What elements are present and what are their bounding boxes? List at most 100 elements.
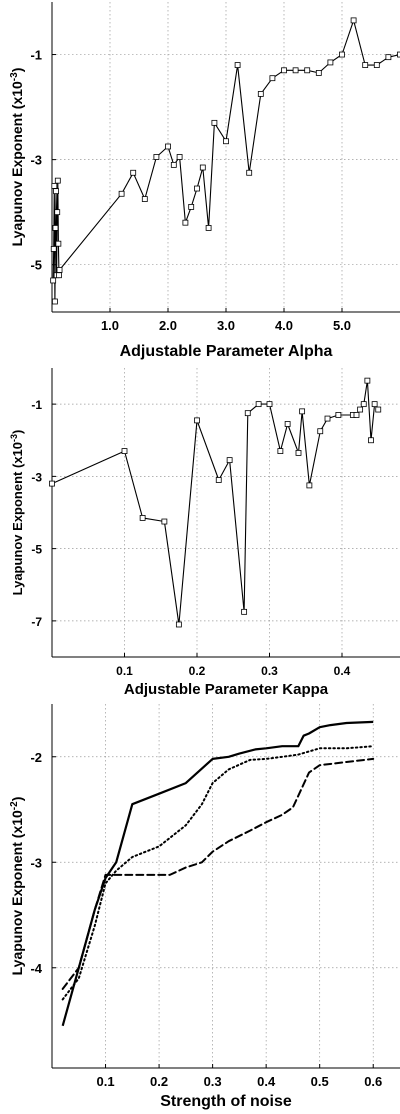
y-axis-label: Lyapunov Exponent (x10-2) [9,797,26,976]
data-point [50,246,57,252]
data-point [52,225,59,231]
y-axis-label-close: ) [9,797,25,802]
data-point [241,608,248,615]
data-point [215,477,222,483]
data-point [244,410,251,417]
x-tick-label: 0.5 [311,1074,329,1089]
data-point [353,412,360,418]
data-point [269,75,276,82]
data-point [56,267,63,273]
y-tick-label: -5 [31,543,42,557]
x-tick-label: 5.0 [333,318,351,333]
data-point [315,70,322,76]
data-point [176,154,183,160]
data-point [55,240,62,247]
x-tick-label: 0.4 [334,664,351,678]
x-axis-label: Adjustable Parameter Alpha [120,343,333,360]
y-tick-label: -5 [30,258,42,273]
data-point [371,401,378,408]
x-tick-label: 1.0 [101,318,119,333]
data-point [175,621,182,628]
data-point [51,182,58,189]
data-point [362,62,369,68]
y-axis-label-exponent: -2 [9,801,20,810]
data-point [50,277,57,284]
x-tick-label: 4.0 [275,318,293,333]
data-point [54,177,61,184]
data-point [56,272,62,279]
y-axis-label-main: Lyapunov Exponent (x10 [9,810,25,975]
data-point [397,51,400,58]
data-point [53,188,59,195]
data-point [255,401,262,408]
y-axis-label-exponent: -3 [9,72,20,81]
data-point [161,518,168,525]
x-axis-label: Strength of noise [160,1093,292,1110]
data-point [54,209,61,216]
data-point [257,91,264,97]
data-point [165,143,171,150]
y-tick-label: -2 [30,750,42,765]
data-point [335,412,342,418]
data-point [284,421,291,427]
data-point [292,67,299,74]
x-tick-label: 0.2 [150,1074,168,1089]
data-point [368,437,374,444]
data-point [52,298,58,305]
data-point [49,480,55,487]
series-line-2 [61,745,375,1001]
data-point [182,219,189,226]
data-point [139,515,146,521]
y-tick-label: -1 [31,398,42,412]
data-point [295,449,302,456]
data-point [364,377,371,384]
y-tick-label: -3 [30,153,42,168]
x-tick-label: 0.1 [116,664,133,678]
data-point [317,428,324,435]
y-tick-label: -3 [30,855,42,870]
data-point [211,119,218,126]
data-point [304,67,311,74]
data-point [205,225,212,231]
y-tick-label: -4 [30,961,42,976]
y-tick-label: -1 [30,48,42,63]
data-point [357,406,364,413]
data-point [199,164,206,171]
data-point [385,54,392,61]
data-point [246,169,253,176]
data-point [170,161,177,168]
data-point [281,67,287,74]
x-tick-label: 0.6 [364,1074,382,1089]
data-point [234,62,241,68]
y-axis-label: Lyapunov Exponent (x10-3) [9,68,26,247]
y-axis-label-main: Lyapunov Exponent (x10 [9,81,25,246]
x-tick-label: 0.3 [261,664,278,678]
data-point [277,448,284,454]
data-point [299,408,306,415]
data-point [339,51,345,58]
chart-2: 0.1 0.2 0.3 0.4 -1 -3 -5 -7 Adjustable Parameter… [9,368,400,698]
y-axis-label: Lyapunov Exponent (x10-3) [9,430,25,596]
x-tick-label: 3.0 [217,318,235,333]
x-tick-label: 0.1 [96,1074,114,1089]
data-point [194,185,200,192]
data-point [375,406,382,413]
data-point [121,448,128,454]
x-axis-label: Adjustable Parameter Kappa [124,681,329,698]
y-axis-label-close: ) [9,68,25,73]
data-point [226,457,233,464]
series-line-1 [52,19,400,303]
x-tick-label: 0.3 [204,1074,222,1089]
x-tick-label: 0.4 [257,1074,276,1089]
chart-1: 1.0 2.0 3.0 4.0 5.0 -1 -3 -5 Adjustable Paramete… [9,2,400,360]
y-tick-label: -7 [31,615,42,629]
data-point [306,482,313,489]
data-point [223,138,229,145]
data-point [130,169,137,176]
data-point [194,417,200,424]
chart-3: 0.1 0.2 0.3 0.4 0.5 0.6 -2 -3 -4 Strength of nois… [9,704,400,1110]
series-line-3 [61,757,375,990]
y-axis-label-main: Lyapunov Exponent (x10 [10,442,25,595]
y-axis-label-close: ) [10,430,25,434]
